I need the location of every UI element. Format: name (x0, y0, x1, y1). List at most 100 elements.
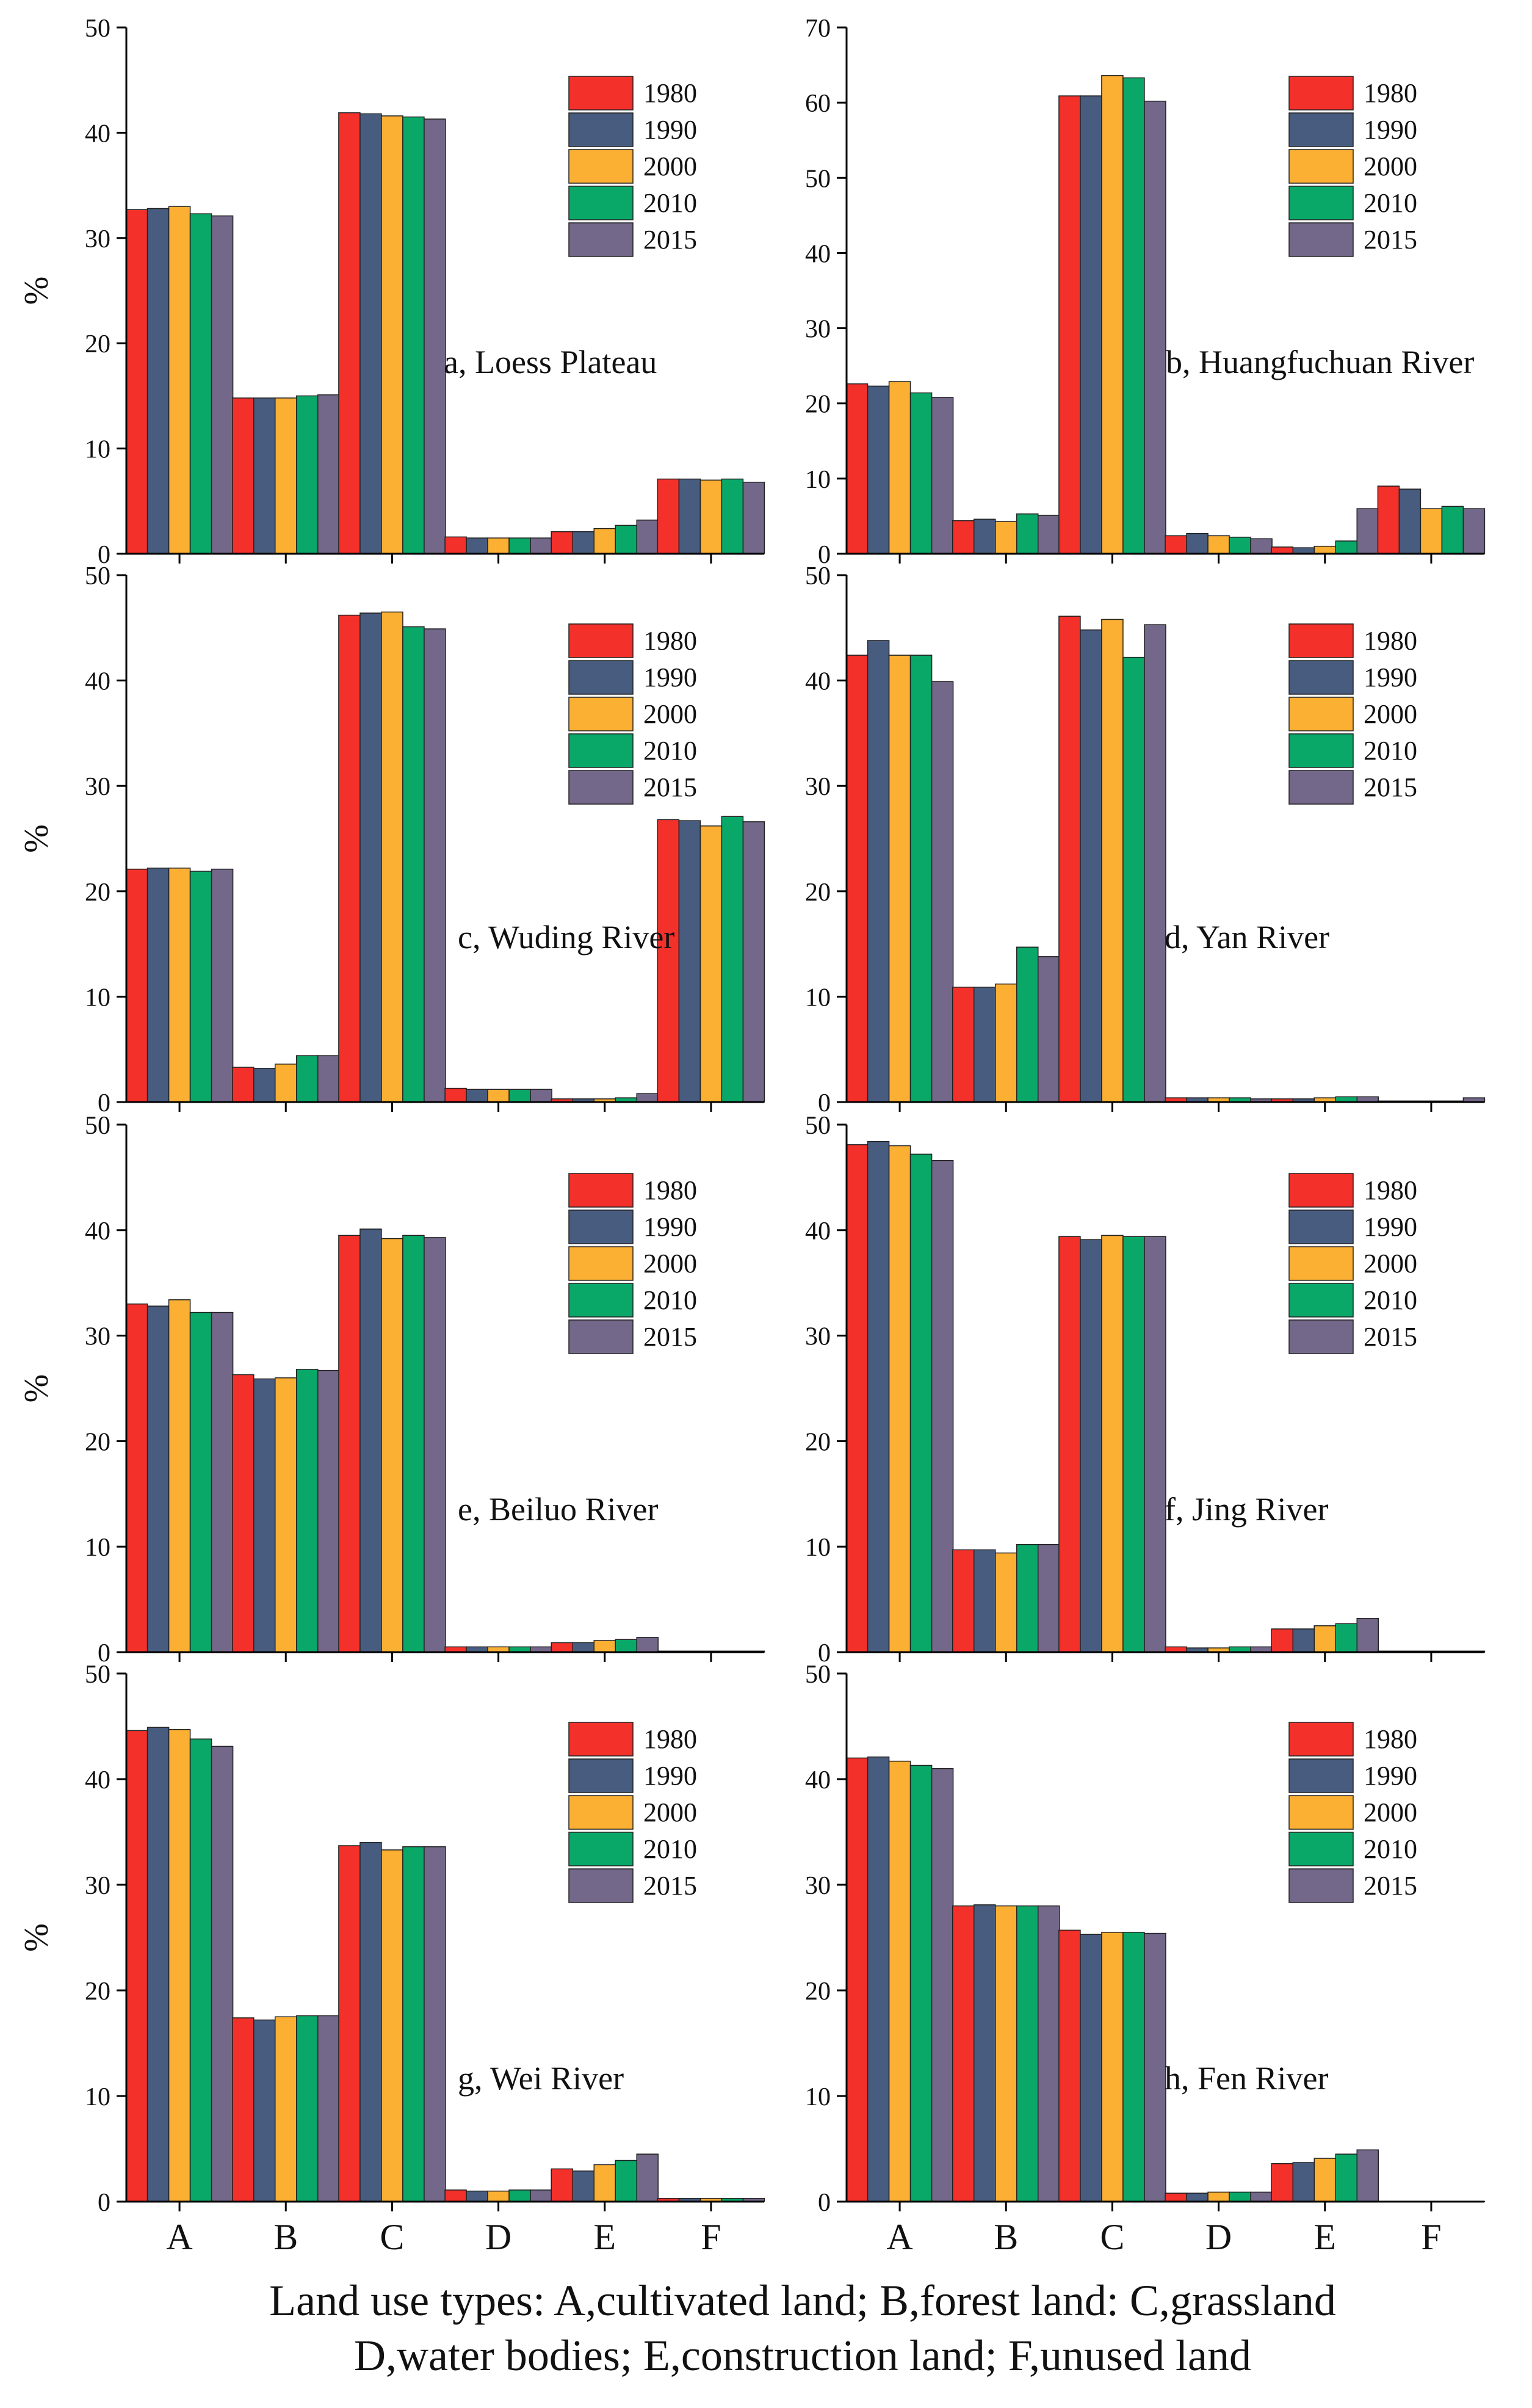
bar-B-2015 (1038, 1543, 1060, 1653)
y-tick-label-50: 50 (85, 1112, 110, 1140)
bar-E-2010 (615, 2160, 637, 2202)
legend-swatch-1980 (1288, 1173, 1354, 1208)
chart-panel-d: 0 10 20 30 40 50 d, Yan River 1980 1990 2000 2010 2… (805, 562, 1486, 1117)
chart-panel-c: 0 10 20 30 40 50% c, Wuding River 1980 1990 2000 2… (18, 562, 765, 1117)
bar-C-2000 (1101, 75, 1124, 554)
bar-D-1980 (1165, 535, 1187, 554)
y-tick-label-40: 40 (85, 120, 110, 148)
bar-D-1980 (444, 2189, 467, 2202)
bar-B-2010 (1016, 1905, 1039, 2202)
x-tick-label-E: E (593, 2217, 616, 2257)
bar-C-2015 (424, 118, 446, 554)
y-tick-label-0: 0 (818, 1089, 831, 1117)
legend-swatch-2015 (1288, 222, 1354, 257)
bar-C-1980 (338, 112, 361, 554)
legend-swatch-2015 (568, 770, 634, 805)
y-tick-label-70: 70 (805, 15, 831, 43)
chart-panel-a: 0 10 20 30 40 50% a, Loess Plateau 1980 1990 2000… (18, 15, 765, 569)
legend-swatch-1980 (568, 1722, 634, 1757)
bar-D-2015 (530, 1089, 552, 1103)
legend-swatch-2000 (1288, 697, 1354, 731)
bar-E-1980 (1271, 1628, 1293, 1653)
bar-E-2010 (1335, 2153, 1357, 2202)
bar-D-1980 (444, 1087, 467, 1103)
panel-title: c, Wuding River (458, 919, 674, 956)
y-tick-label-0: 0 (818, 541, 831, 569)
x-tick-label-E: E (1313, 2217, 1336, 2257)
bar-D-2010 (1229, 537, 1251, 554)
legend-label-1990: 1990 (643, 662, 697, 692)
legend-label-2000: 2000 (1364, 1797, 1417, 1827)
bar-C-2010 (1122, 77, 1145, 554)
bar-C-2015 (424, 1237, 446, 1653)
bar-A-2010 (189, 1311, 212, 1653)
y-tick-label-0: 0 (98, 1639, 110, 1667)
bar-A-2015 (931, 1160, 954, 1653)
y-tick-label-50: 50 (805, 165, 831, 193)
bar-D-2010 (508, 537, 531, 554)
bar-B-2000 (995, 521, 1017, 554)
y-tick-label-10: 10 (805, 2083, 831, 2111)
y-tick-label-60: 60 (805, 90, 831, 118)
y-tick-label-30: 30 (805, 316, 831, 344)
legend-swatch-2015 (1288, 1868, 1354, 1903)
bar-E-2000 (1313, 545, 1336, 554)
bar-E-1990 (572, 2170, 594, 2202)
legend-label-1980: 1980 (643, 626, 697, 656)
bar-A-1980 (125, 868, 148, 1103)
legend-label-2010: 2010 (1364, 1285, 1417, 1315)
bar-C-1980 (338, 1235, 361, 1653)
bar-E-1980 (1271, 546, 1293, 554)
bar-C-2015 (1144, 1932, 1166, 2202)
chart-panel-h: A B C D E F 0 10 20 30 40 50 h, Fen River 1980 1990 200… (805, 1661, 1486, 2257)
bar-C-1990 (360, 612, 382, 1103)
bar-A-2010 (189, 1738, 212, 2202)
y-axis-label: % (18, 1923, 56, 1952)
y-tick-label-20: 20 (85, 879, 110, 907)
bar-A-1990 (146, 1727, 170, 2202)
y-tick-label-50: 50 (85, 562, 110, 590)
bar-E-1990 (572, 531, 594, 554)
chart-panel-g: A B C D E F 0 10 20 30 40 50% g, Wei River 1980 1990 20… (18, 1661, 765, 2257)
bar-B-1990 (253, 1378, 276, 1653)
y-tick-label-0: 0 (98, 2189, 110, 2217)
bar-D-1990 (466, 1089, 488, 1103)
x-tick-label-D: D (485, 2217, 511, 2257)
bar-A-2015 (931, 681, 954, 1103)
bar-E-2000 (593, 1640, 616, 1653)
bar-C-1990 (360, 1228, 382, 1653)
y-tick-label-0: 0 (818, 2189, 831, 2217)
bar-C-2000 (381, 1849, 403, 2202)
bar-D-1990 (466, 2190, 488, 2202)
bar-B-1990 (253, 1068, 276, 1103)
bar-E-1980 (551, 2168, 573, 2202)
bar-B-2000 (275, 397, 297, 554)
x-tick-label-F: F (701, 2217, 721, 2257)
bar-D-2010 (508, 2189, 531, 2202)
legend-label-2000: 2000 (1364, 699, 1417, 729)
y-tick-label-30: 30 (805, 1323, 831, 1351)
bar-C-1990 (1080, 629, 1102, 1103)
bar-D-2015 (530, 537, 552, 554)
legend-swatch-1990 (1288, 112, 1354, 147)
bar-C-2000 (1101, 1235, 1124, 1653)
bar-E-2015 (636, 1637, 659, 1653)
bar-F-1990 (678, 478, 701, 554)
chart-panel-e: 0 10 20 30 40 50% e, Beiluo River 1980 1990 2000 2… (18, 1112, 765, 1667)
bar-B-2000 (995, 983, 1017, 1103)
bar-B-2010 (296, 395, 319, 554)
bar-B-2000 (995, 1905, 1017, 2202)
legend-label-2010: 2010 (643, 736, 697, 766)
bar-C-2010 (1122, 1932, 1145, 2202)
legend-swatch-2010 (568, 733, 634, 768)
legend-swatch-1990 (1288, 660, 1354, 695)
bar-A-1990 (867, 1141, 890, 1653)
bar-C-1980 (1058, 95, 1081, 554)
legend-label-1980: 1980 (1364, 1724, 1417, 1754)
legend-swatch-2010 (568, 1832, 634, 1866)
legend-swatch-2015 (568, 1319, 634, 1354)
bar-C-2010 (402, 116, 425, 554)
bar-C-2010 (1122, 656, 1145, 1103)
bar-C-1990 (360, 113, 382, 554)
